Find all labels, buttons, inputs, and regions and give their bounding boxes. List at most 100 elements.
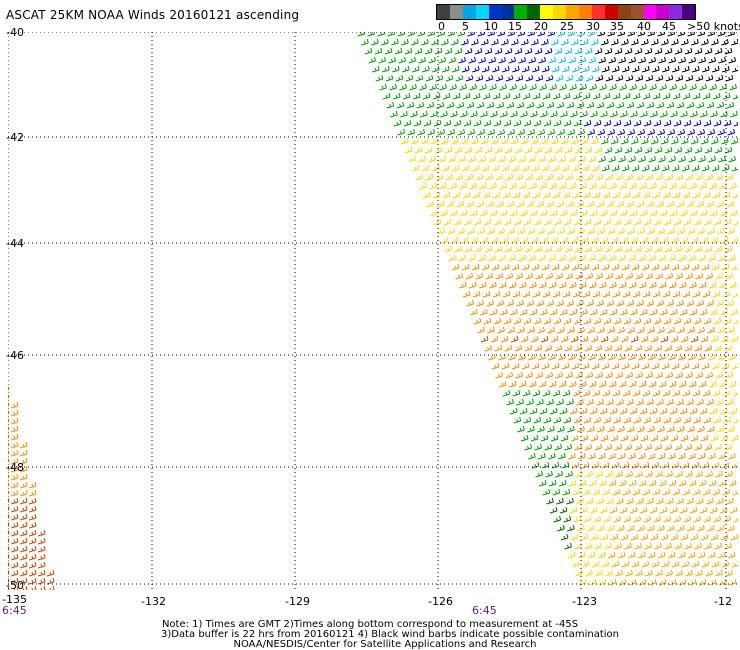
wind-barb <box>726 200 735 208</box>
wind-barb <box>635 173 644 181</box>
wind-barb <box>713 119 722 127</box>
wind-barb <box>637 524 645 532</box>
wind-barb <box>507 32 516 37</box>
wind-barb <box>716 101 725 109</box>
wind-barb <box>609 83 617 91</box>
wind-barb <box>673 218 682 226</box>
wind-barb <box>562 290 571 298</box>
wind-barb <box>730 209 738 217</box>
wind-barb <box>454 146 463 154</box>
wind-barb <box>560 209 568 217</box>
wind-barb <box>726 497 734 505</box>
wind-barb <box>451 164 460 172</box>
wind-barb <box>685 470 693 478</box>
wind-barb <box>506 398 514 406</box>
wind-barb <box>608 56 616 64</box>
wind-barb <box>597 425 605 433</box>
wind-barb <box>658 254 666 262</box>
wind-barb <box>676 200 685 208</box>
wind-barb <box>611 362 620 370</box>
wind-barb <box>441 137 449 145</box>
wind-barb <box>37 537 46 545</box>
wind-barb <box>669 407 678 415</box>
wind-barb <box>10 401 19 409</box>
wind-barb <box>645 74 654 82</box>
wind-barb <box>700 533 709 541</box>
wind-barb <box>596 497 604 505</box>
wind-barb <box>656 398 664 406</box>
wind-barb <box>702 488 711 496</box>
wind-barb <box>724 344 733 352</box>
wind-barb <box>576 200 585 208</box>
wind-barb <box>398 56 406 64</box>
wind-barb <box>425 173 434 181</box>
wind-barb <box>455 173 464 181</box>
wind-barb <box>631 164 640 172</box>
wind-barb <box>642 389 651 397</box>
wind-barb <box>531 38 539 46</box>
wind-barb <box>571 263 580 271</box>
wind-barb <box>568 452 576 460</box>
wind-barb <box>548 353 556 361</box>
wind-barb <box>685 569 693 577</box>
wind-barb <box>494 146 503 154</box>
wind-barb <box>685 371 694 379</box>
wind-barb <box>682 92 691 100</box>
wind-barb <box>589 281 597 289</box>
wind-barb <box>553 218 562 226</box>
wind-barb <box>399 83 407 91</box>
wind-barb <box>651 263 660 271</box>
wind-barb <box>534 245 543 253</box>
wind-barb <box>709 281 717 289</box>
wind-barb <box>374 47 383 55</box>
wind-barb <box>460 110 468 118</box>
wind-barb <box>539 281 547 289</box>
wind-barb <box>624 542 632 550</box>
wind-barb <box>564 542 572 550</box>
wind-barb <box>731 165 738 172</box>
wind-barb <box>601 164 610 172</box>
wind-barb <box>486 101 495 109</box>
wind-barb <box>611 38 619 46</box>
wind-barb <box>616 299 624 307</box>
wind-barb <box>591 137 599 145</box>
wind-barb <box>543 416 552 424</box>
wind-barb <box>499 380 507 388</box>
wind-barb <box>528 56 536 64</box>
wind-barb <box>594 245 603 253</box>
wind-barb <box>459 182 467 190</box>
wind-barb <box>635 74 644 82</box>
wind-barb <box>656 497 664 505</box>
wind-barb <box>509 308 518 316</box>
wind-barb <box>537 425 545 433</box>
wind-barb <box>521 38 529 46</box>
wind-barb <box>544 47 553 55</box>
wind-barb <box>687 128 696 136</box>
wind-barb <box>518 155 526 163</box>
wind-barb <box>622 488 631 496</box>
colorbar-segment <box>578 5 592 19</box>
wind-barb <box>710 434 719 442</box>
wind-barb <box>541 461 550 469</box>
wind-barb <box>694 443 703 451</box>
wind-barb <box>625 371 634 379</box>
wind-barb <box>566 200 575 208</box>
wind-barb <box>715 272 724 280</box>
wind-barb <box>575 470 583 478</box>
wind-barb <box>640 236 649 244</box>
wind-barb <box>704 245 713 253</box>
wind-barb <box>486 200 495 208</box>
wind-barb <box>472 191 481 199</box>
wind-barb <box>488 56 496 64</box>
wind-barb <box>611 164 620 172</box>
wind-barb <box>28 569 37 577</box>
wind-barb <box>471 164 480 172</box>
wind-barb <box>490 110 498 118</box>
wind-barb <box>633 416 642 424</box>
colorbar-labels: 0 5 10 15 20 25 30 35 40 45 >50 knots <box>430 20 740 34</box>
wind-barb <box>444 47 453 55</box>
wind-barb <box>695 371 704 379</box>
wind-barb <box>600 209 608 217</box>
wind-barb <box>581 461 590 469</box>
wind-barb <box>607 128 616 136</box>
